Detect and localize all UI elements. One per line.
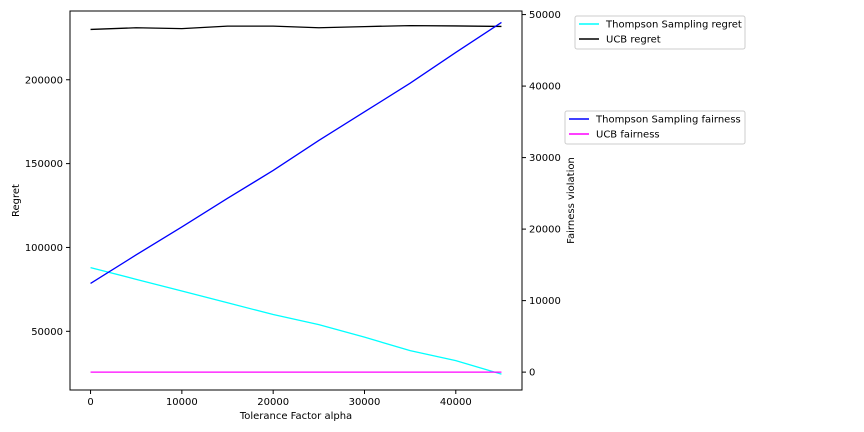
series-line-thompson-sampling-regret — [90, 266, 502, 375]
x-tick-label: 30000 — [349, 397, 381, 408]
y-right-tick-label: 20000 — [529, 225, 561, 236]
y-left-axis-label: Regret — [11, 184, 22, 217]
legend-label-ucb-regret: UCB regret — [606, 35, 661, 46]
legend-label-thompson-sampling-fairness: Thompson Sampling fairness — [595, 115, 741, 126]
series-line-thompson-sampling-fairness — [90, 21, 502, 285]
y-right-tick-label: 50000 — [529, 10, 561, 21]
y-right-tick-label: 0 — [529, 368, 535, 379]
y-right-tick-label: 30000 — [529, 153, 561, 164]
plot-lines — [90, 21, 502, 375]
x-tick-label: 10000 — [166, 397, 198, 408]
y-left-tick-label: 200000 — [25, 75, 63, 86]
series-line-ucb-regret — [90, 24, 502, 31]
y-left-ticks: 50000 100000 150000 200000 — [25, 75, 70, 338]
y-right-ticks: 0 10000 20000 30000 40000 50000 — [522, 10, 561, 379]
legend-frame — [564, 110, 746, 145]
x-tick-label: 0 — [87, 397, 93, 408]
x-tick-label: 20000 — [257, 397, 289, 408]
legend-label-thompson-sampling-regret: Thompson Sampling regret — [605, 20, 742, 31]
legend-2: Thompson Sampling fairness UCB fairness — [564, 110, 746, 145]
legend-1: Thompson Sampling regret UCB regret — [574, 15, 746, 50]
legend-frame — [574, 15, 746, 50]
legend-label-ucb-fairness: UCB fairness — [596, 130, 660, 141]
y-right-axis-label: Fairness violation — [566, 157, 577, 244]
x-axis-label: Tolerance Factor alpha — [239, 411, 352, 422]
y-right-tick-label: 40000 — [529, 82, 561, 93]
y-right-tick-label: 10000 — [529, 296, 561, 307]
y-left-tick-label: 100000 — [25, 243, 63, 254]
plot-frame — [69, 10, 523, 391]
y-left-tick-label: 150000 — [25, 159, 63, 170]
x-ticks: 0 10000 20000 30000 40000 — [87, 390, 472, 408]
y-left-tick-label: 50000 — [31, 327, 63, 338]
x-tick-label: 40000 — [440, 397, 472, 408]
